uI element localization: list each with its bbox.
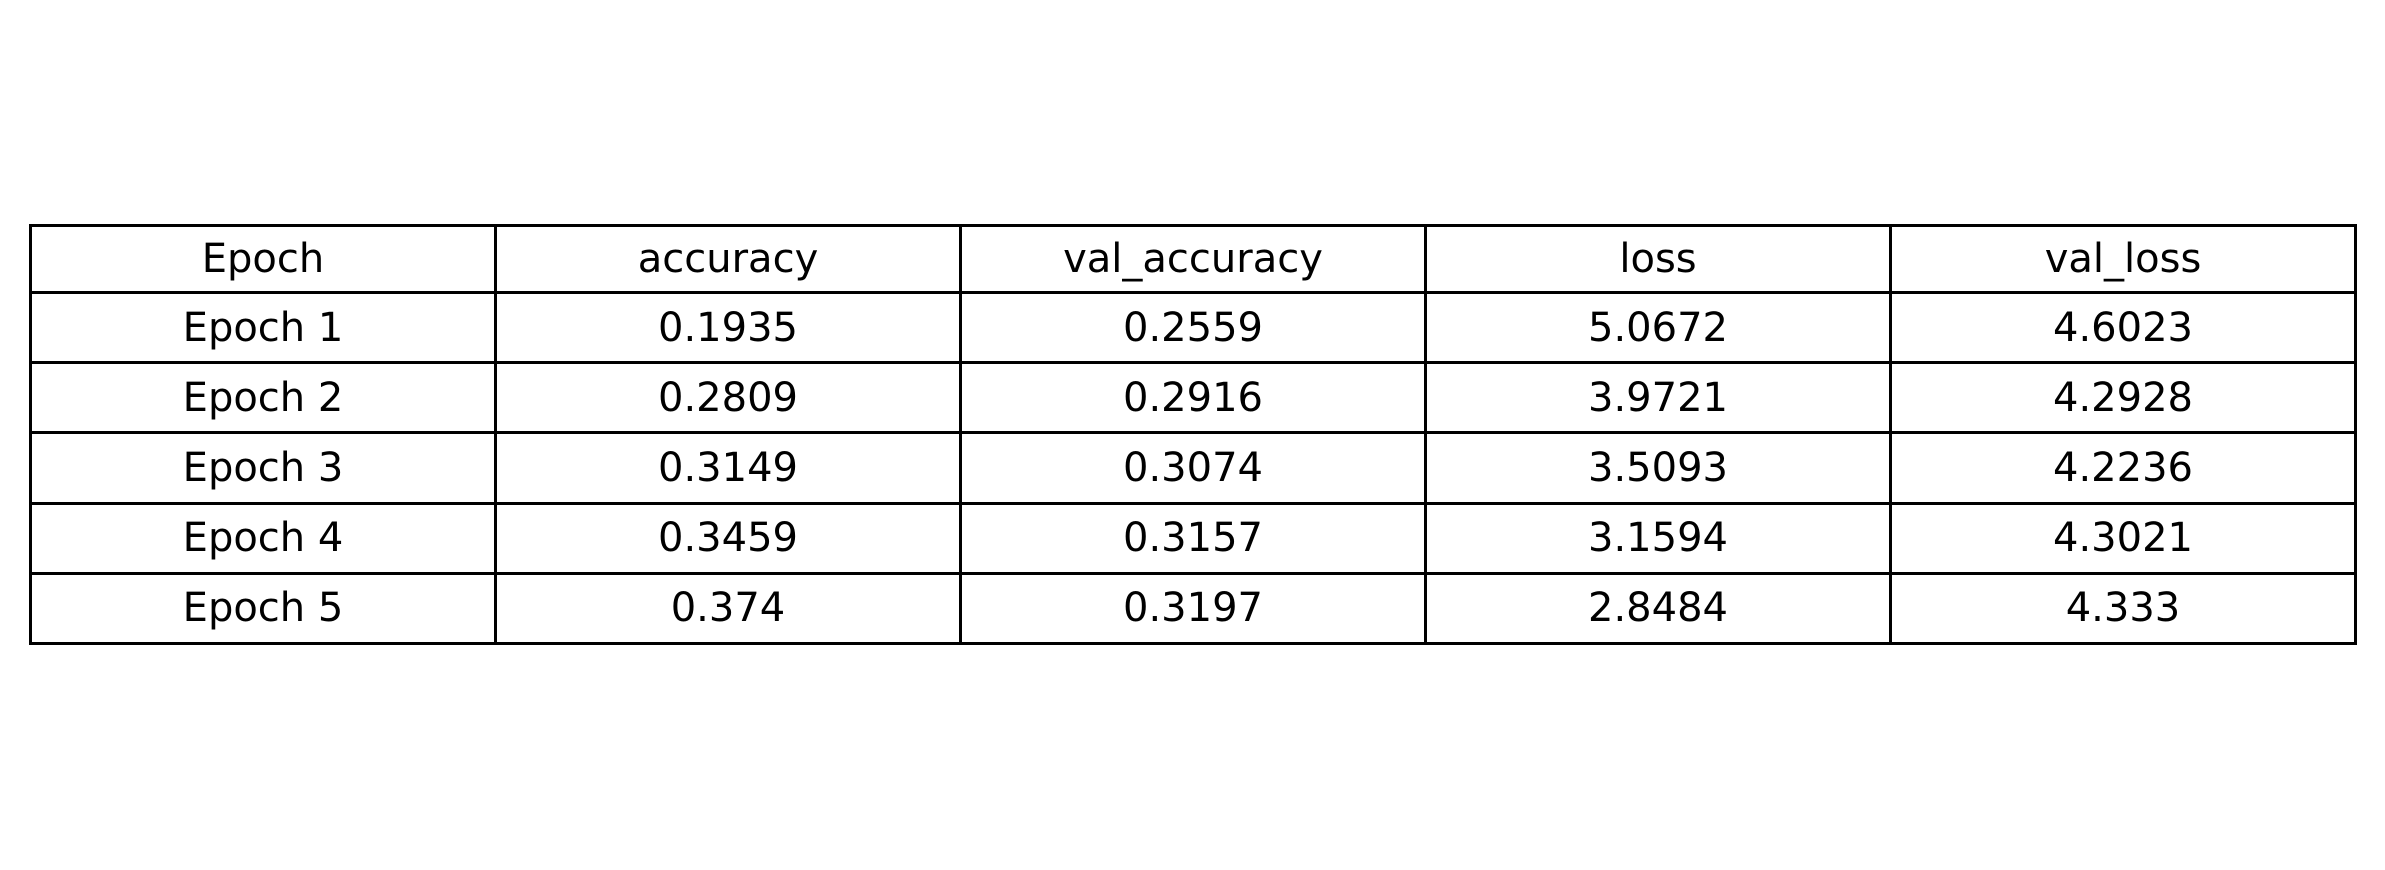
column-header-epoch: Epoch xyxy=(29,224,497,294)
table-cell: 4.2928 xyxy=(1889,361,2357,435)
table-cell: 4.3021 xyxy=(1889,501,2357,575)
table-cell: 0.2559 xyxy=(959,290,1427,365)
table-cell: 0.3149 xyxy=(494,431,962,505)
table-cell: 0.3074 xyxy=(959,431,1427,505)
table-cell: Epoch 2 xyxy=(29,361,497,435)
table-row: Epoch 5 0.374 0.3197 2.8484 4.333 xyxy=(29,571,2357,646)
table-body: Epoch 1 0.1935 0.2559 5.0672 4.6023 Epoc… xyxy=(29,290,2357,646)
table-cell: 0.3459 xyxy=(494,501,962,575)
column-header-val-loss: val_loss xyxy=(1889,224,2357,294)
table-cell: 0.1935 xyxy=(494,290,962,365)
table-cell: 4.2236 xyxy=(1889,431,2357,505)
table-cell: 4.6023 xyxy=(1889,290,2357,365)
table-cell: 0.2916 xyxy=(959,361,1427,435)
table-cell: Epoch 5 xyxy=(29,571,497,646)
table-cell: 5.0672 xyxy=(1424,290,1892,365)
column-header-val-accuracy: val_accuracy xyxy=(959,224,1427,294)
column-header-loss: loss xyxy=(1424,224,1892,294)
table-cell: 3.1594 xyxy=(1424,501,1892,575)
header-row: Epoch accuracy val_accuracy loss val_los… xyxy=(29,224,2357,294)
table-cell: 0.374 xyxy=(494,571,962,646)
table-header: Epoch accuracy val_accuracy loss val_los… xyxy=(29,224,2357,294)
table-cell: Epoch 3 xyxy=(29,431,497,505)
column-header-accuracy: accuracy xyxy=(494,224,962,294)
table-row: Epoch 4 0.3459 0.3157 3.1594 4.3021 xyxy=(29,501,2357,575)
table-cell: 2.8484 xyxy=(1424,571,1892,646)
table-row: Epoch 3 0.3149 0.3074 3.5093 4.2236 xyxy=(29,431,2357,505)
table-cell: 3.5093 xyxy=(1424,431,1892,505)
table-cell: 0.3197 xyxy=(959,571,1427,646)
table-cell: 3.9721 xyxy=(1424,361,1892,435)
table-cell: 0.3157 xyxy=(959,501,1427,575)
table-row: Epoch 1 0.1935 0.2559 5.0672 4.6023 xyxy=(29,290,2357,365)
metrics-table: Epoch accuracy val_accuracy loss val_los… xyxy=(29,224,2357,646)
table-cell: Epoch 1 xyxy=(29,290,497,365)
table-cell: 4.333 xyxy=(1889,571,2357,646)
table-cell: Epoch 4 xyxy=(29,501,497,575)
table-row: Epoch 2 0.2809 0.2916 3.9721 4.2928 xyxy=(29,361,2357,435)
table-cell: 0.2809 xyxy=(494,361,962,435)
